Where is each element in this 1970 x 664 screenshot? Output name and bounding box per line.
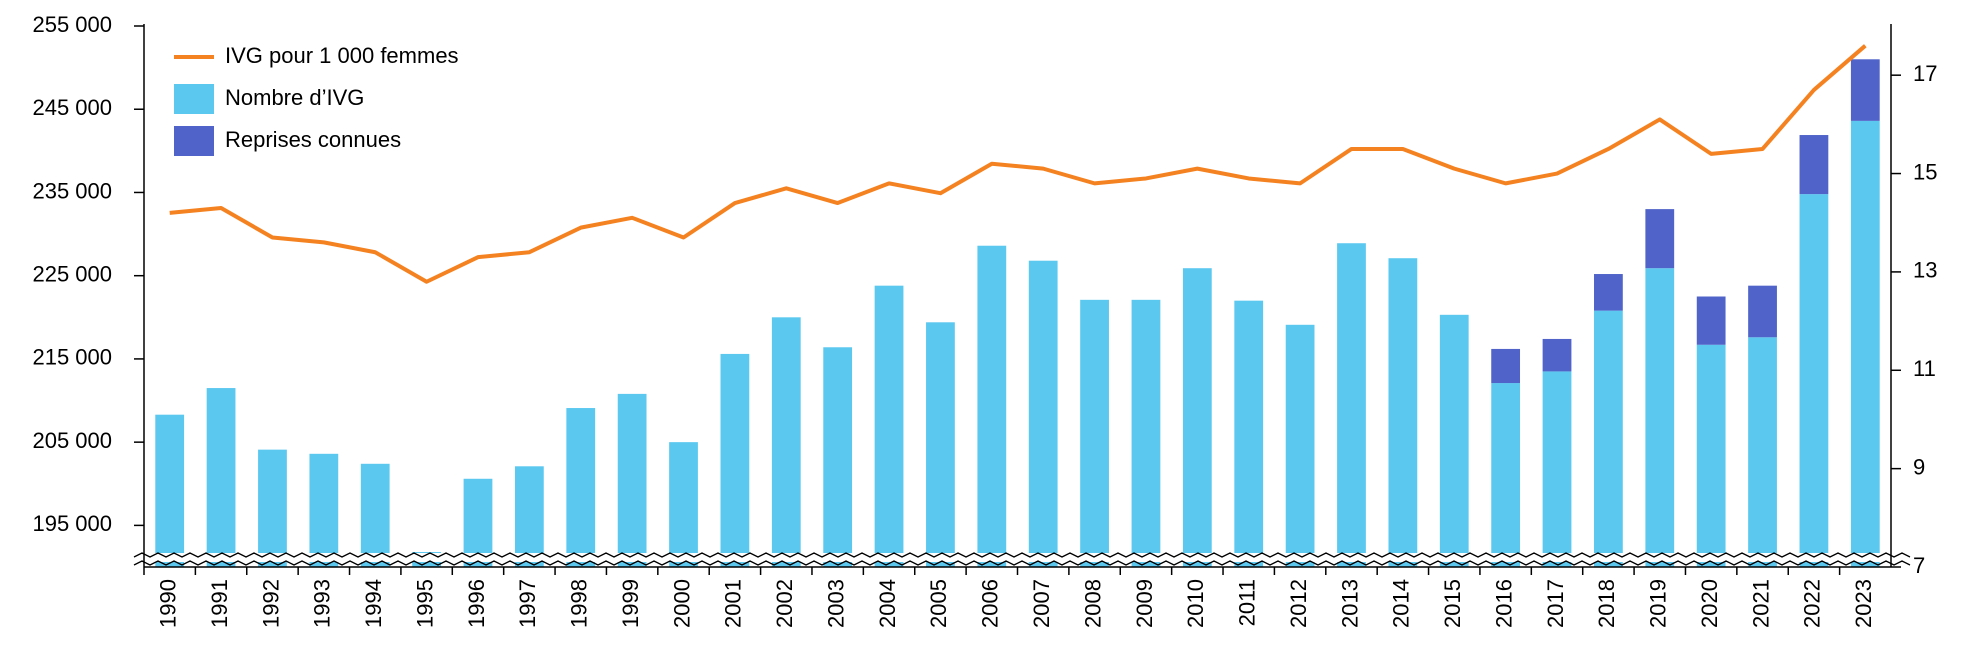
y-tick-label: 225 000: [32, 262, 112, 287]
bar: [669, 442, 698, 567]
bar: [1337, 243, 1366, 568]
bar: [206, 388, 236, 567]
x-tick-label: 2005: [926, 579, 951, 628]
legend-label: IVG pour 1 000 femmes: [225, 43, 459, 68]
bar: [1028, 260, 1058, 567]
x-tick-label: 1993: [310, 579, 335, 628]
bar: [926, 322, 955, 567]
x-tick-label: 2013: [1337, 579, 1362, 628]
y2-tick-label: 13: [1913, 258, 1937, 283]
bar: [1850, 59, 1880, 121]
bar: [258, 449, 287, 567]
bar: [1285, 324, 1315, 567]
legend-swatch: [174, 84, 214, 114]
bar: [1799, 135, 1829, 195]
bar: [617, 393, 647, 567]
bar: [566, 408, 596, 567]
x-tick-label: 2007: [1029, 579, 1054, 628]
line: [169, 44, 1867, 284]
x-tick-label: 2009: [1132, 579, 1157, 628]
x-tick-label: 2022: [1800, 579, 1825, 628]
axis-break: [132, 553, 1903, 562]
bar: [1594, 274, 1623, 311]
bar: [874, 285, 904, 567]
x-tick-label: 1990: [156, 579, 181, 628]
bar: [1131, 299, 1161, 567]
legend-label: Reprises connues: [225, 127, 401, 152]
x-tick-label: 1997: [515, 579, 540, 628]
bar: [1080, 299, 1109, 567]
x-tick-label: 2017: [1543, 579, 1568, 628]
y2-tick-label: 17: [1913, 61, 1937, 86]
x-tick-label: 2020: [1697, 579, 1722, 628]
y2-tick-label: 11: [1913, 356, 1936, 381]
y-tick-label: 195 000: [32, 511, 112, 536]
legend-label: Nombre d’IVG: [225, 85, 364, 110]
bar: [309, 453, 339, 567]
y2-tick-label: 15: [1913, 159, 1937, 184]
x-tick-label: 2003: [823, 579, 848, 628]
x-tick-label: 1995: [412, 579, 437, 628]
x-tick-label: 2018: [1594, 579, 1619, 628]
x-tick-label: 2021: [1748, 579, 1773, 628]
x-tick-label: 2001: [721, 579, 746, 628]
bar: [1850, 120, 1880, 567]
y2-tick-label: 7: [1913, 553, 1925, 578]
x-tick-label: 1996: [464, 579, 489, 628]
x-tick-label: 2023: [1851, 579, 1876, 628]
x-tick-label: 2008: [1080, 579, 1105, 628]
bar: [1696, 296, 1726, 345]
bar: [1491, 383, 1521, 567]
bar: [514, 466, 544, 567]
bar: [720, 353, 750, 567]
y-tick-label: 255 000: [32, 12, 112, 37]
bar: [1182, 268, 1212, 567]
bar: [823, 347, 853, 567]
legend-swatch: [174, 126, 214, 156]
axis-break-line: [133, 552, 1911, 558]
x-tick-label: 2006: [978, 579, 1003, 628]
bar: [1542, 338, 1572, 372]
x-tick-label: 2016: [1491, 579, 1516, 628]
y-tick-label: 245 000: [32, 95, 112, 120]
x-tick-label: 1991: [207, 579, 232, 628]
x-tick-label: 1994: [361, 579, 386, 628]
bar: [1748, 285, 1777, 338]
bar: [1234, 300, 1264, 567]
x-tick-label: 1999: [618, 579, 643, 628]
x-tick-label: 2012: [1286, 579, 1311, 628]
y2-tick-label: 9: [1913, 454, 1925, 479]
y-tick-label: 215 000: [32, 345, 112, 370]
bar: [1491, 348, 1521, 384]
y-tick-label: 235 000: [32, 178, 112, 203]
bar: [1542, 371, 1572, 567]
y-tick-label: 205 000: [32, 428, 112, 453]
x-tick-label: 2010: [1183, 579, 1208, 628]
bar: [977, 245, 1007, 567]
x-tick-label: 2000: [669, 579, 694, 628]
bar: [1645, 209, 1675, 269]
x-tick-label: 2004: [875, 579, 900, 628]
bar: [1594, 310, 1623, 567]
bar: [1748, 337, 1777, 567]
bar: [155, 414, 185, 567]
bar: [1645, 268, 1675, 567]
bar: [1696, 344, 1726, 567]
x-tick-label: 2014: [1389, 579, 1414, 628]
bar: [771, 317, 801, 567]
x-tick-label: 2011: [1235, 579, 1260, 626]
bar: [360, 463, 390, 567]
x-tick-label: 1992: [258, 579, 283, 628]
bar: [1439, 314, 1469, 567]
x-tick-label: 2015: [1440, 579, 1465, 628]
x-tick-label: 2002: [772, 579, 797, 628]
x-tick-label: 1998: [567, 579, 592, 628]
axis-break-line: [133, 560, 1911, 566]
bar: [1388, 258, 1418, 567]
x-tick-label: 2019: [1646, 579, 1671, 628]
bar: [1799, 194, 1829, 567]
